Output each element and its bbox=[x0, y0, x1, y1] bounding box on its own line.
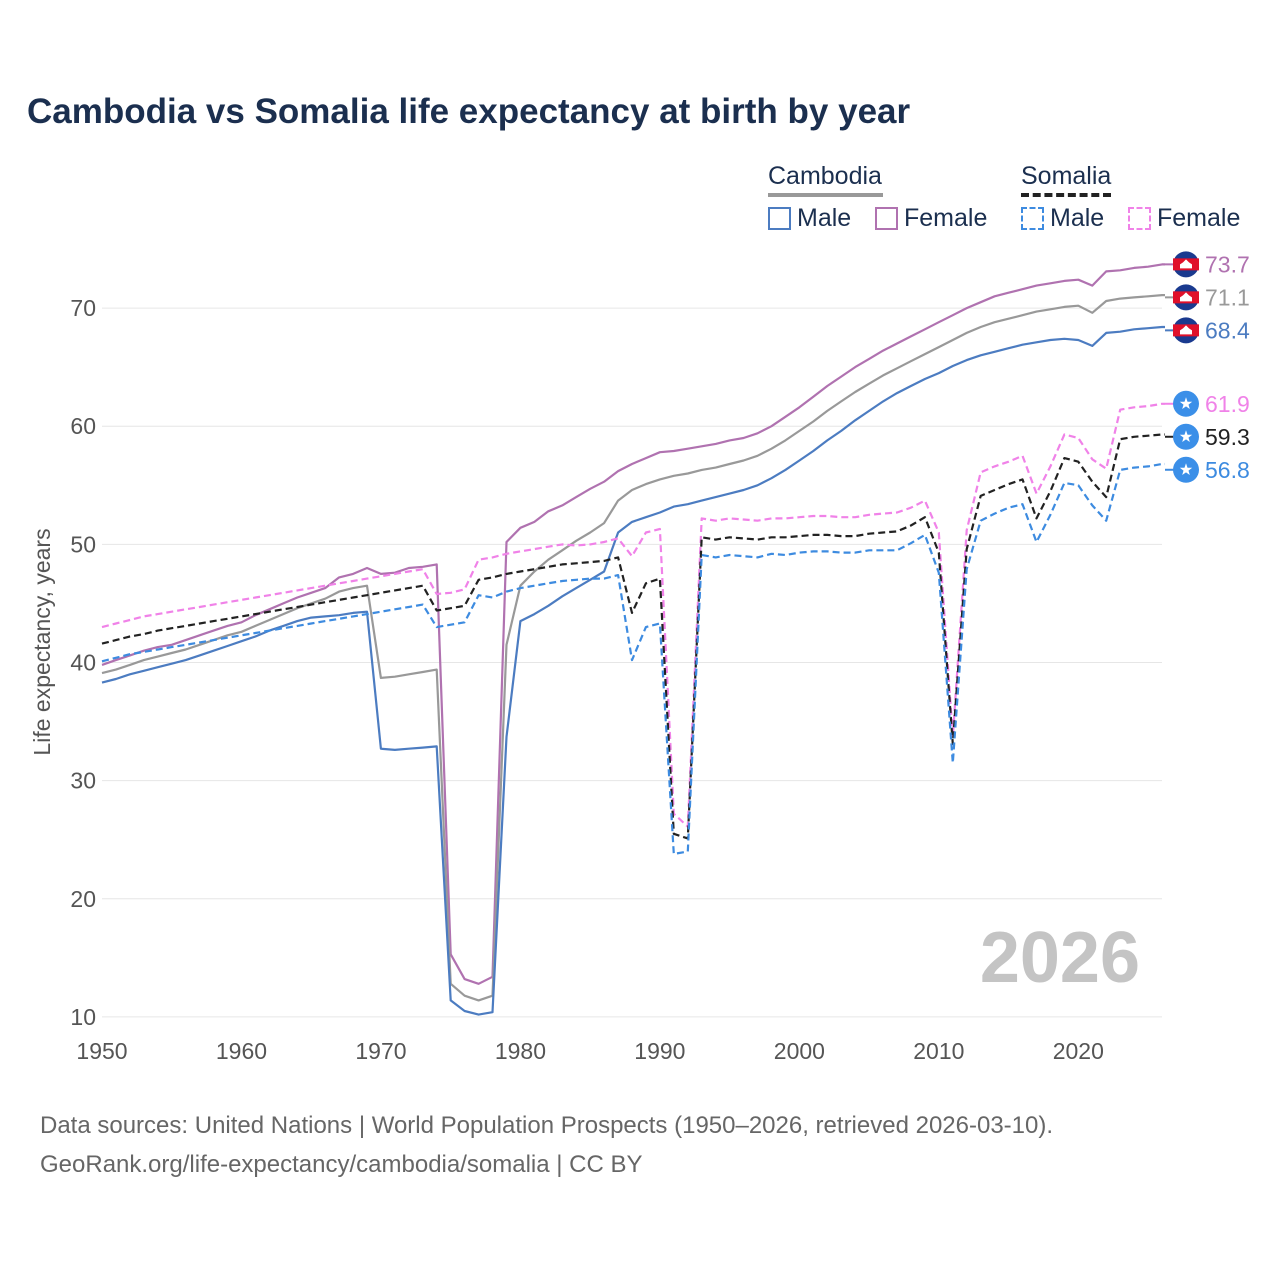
end-label-somalia-male: 56.8 bbox=[1165, 456, 1250, 483]
y-tick-label: 50 bbox=[70, 531, 96, 557]
end-label-value: 59.3 bbox=[1205, 424, 1250, 450]
legend-item-cambodia-male: Male bbox=[768, 204, 851, 233]
legend-swatch-cambodia-female bbox=[875, 207, 898, 230]
y-axis-ticks: 10 20 30 40 50 60 70 bbox=[70, 295, 96, 1030]
legend-swatch-cambodia-male bbox=[768, 207, 791, 230]
legend-swatch-somalia-male bbox=[1021, 207, 1044, 230]
series-line-somalia-female bbox=[101, 402, 1165, 828]
series-line-somalia-both bbox=[101, 433, 1165, 840]
end-label-value: 56.8 bbox=[1205, 457, 1250, 483]
legend-label-cambodia-female: Female bbox=[904, 204, 988, 232]
legend-somalia-title: Somalia bbox=[1021, 162, 1112, 190]
legend-item-cambodia-female: Female bbox=[875, 204, 987, 233]
legend-cambodia-line bbox=[768, 193, 883, 197]
y-tick-label: 40 bbox=[70, 650, 96, 676]
x-tick-label: 1990 bbox=[634, 1038, 685, 1064]
y-tick-label: 30 bbox=[70, 768, 96, 794]
x-tick-label: 1960 bbox=[216, 1038, 267, 1064]
end-label-somalia-female: 61.9 bbox=[1165, 390, 1250, 417]
legend-item-somalia-female: Female bbox=[1128, 204, 1240, 233]
chart-title: Cambodia vs Somalia life expectancy at b… bbox=[27, 92, 911, 131]
angkor-temple-icon bbox=[1180, 259, 1192, 269]
end-label-cambodia-male: 68.4 bbox=[1165, 317, 1250, 344]
end-label-value: 73.7 bbox=[1205, 251, 1250, 277]
series-line-cambodia-male bbox=[101, 325, 1165, 1016]
angkor-temple-icon bbox=[1180, 292, 1192, 302]
legend-swatch-somalia-female bbox=[1128, 207, 1151, 230]
legend-somalia-line bbox=[1021, 193, 1111, 197]
legend-label-somalia-male: Male bbox=[1050, 204, 1105, 232]
footer-url: GeoRank.org/life-expectancy/cambodia/som… bbox=[40, 1151, 643, 1178]
star-icon bbox=[1179, 430, 1193, 442]
series-lines bbox=[101, 263, 1165, 1016]
angkor-temple-icon bbox=[1180, 325, 1192, 335]
end-label-somalia-both: 59.3 bbox=[1165, 423, 1250, 450]
footer: Data sources: United Nations | World Pop… bbox=[40, 1106, 1053, 1184]
end-label-value: 71.1 bbox=[1205, 284, 1250, 310]
x-tick-label: 1970 bbox=[355, 1038, 406, 1064]
series-line-somalia-male bbox=[101, 462, 1165, 855]
grid-lines bbox=[102, 307, 1162, 1018]
end-label-value: 68.4 bbox=[1205, 317, 1250, 343]
legend-cambodia-title: Cambodia bbox=[768, 162, 882, 190]
y-axis-label: Life expectancy, years bbox=[29, 528, 55, 755]
y-tick-label: 70 bbox=[70, 295, 96, 321]
x-tick-label: 2010 bbox=[913, 1038, 964, 1064]
y-tick-label: 20 bbox=[70, 886, 96, 912]
x-tick-label: 1980 bbox=[495, 1038, 546, 1064]
x-tick-label: 1950 bbox=[76, 1038, 127, 1064]
y-tick-label: 10 bbox=[70, 1004, 96, 1030]
end-label-cambodia-female: 73.7 bbox=[1165, 251, 1250, 278]
x-tick-label: 2020 bbox=[1053, 1038, 1104, 1064]
star-icon bbox=[1179, 463, 1193, 475]
watermark-year: 2026 bbox=[980, 918, 1140, 998]
series-line-cambodia-female bbox=[101, 263, 1165, 985]
legend-item-somalia-male: Male bbox=[1021, 204, 1104, 233]
end-label-cambodia-both: 71.1 bbox=[1165, 284, 1250, 311]
end-labels: 73.7 71.1 68.4 61.9 59.3 56.8 bbox=[1165, 251, 1250, 483]
legend-label-cambodia-male: Male bbox=[797, 204, 852, 232]
x-axis-ticks: 1950 1960 1970 1980 1990 2000 2010 2020 bbox=[76, 1038, 1103, 1064]
star-icon bbox=[1179, 397, 1193, 409]
x-tick-label: 2000 bbox=[774, 1038, 825, 1064]
series-line-cambodia-both bbox=[101, 294, 1165, 1002]
legend-label-somalia-female: Female bbox=[1157, 204, 1241, 232]
footer-sources: Data sources: United Nations | World Pop… bbox=[40, 1112, 1054, 1139]
y-tick-label: 60 bbox=[70, 413, 96, 439]
end-label-value: 61.9 bbox=[1205, 391, 1250, 417]
